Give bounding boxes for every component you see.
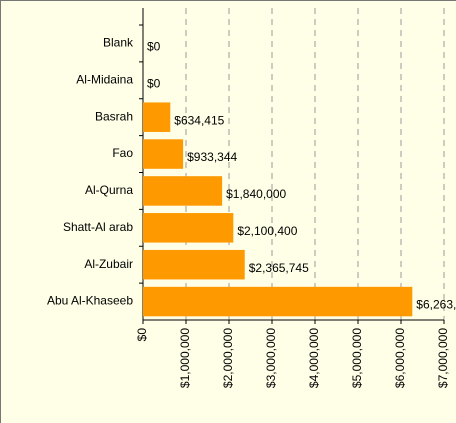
y-tick-label: Blank (103, 36, 134, 50)
x-tick-label: $5,000,000 (350, 328, 364, 388)
data-label: $0 (147, 40, 161, 54)
y-tick-label: Shatt-Al arab (63, 220, 133, 234)
bar (143, 213, 234, 243)
y-tick-label: Abu Al-Khaseeb (47, 294, 133, 308)
data-label: $933,344 (187, 150, 237, 164)
y-tick-label: Al-Zubair (84, 257, 133, 271)
x-tick-label: $3,000,000 (264, 328, 278, 388)
data-label: $2,365,745 (249, 261, 309, 275)
bar (143, 139, 184, 169)
data-label: $2,100,400 (237, 224, 297, 238)
data-label: $6,263,050 (416, 298, 456, 312)
y-tick-label: Al-Midaina (76, 72, 133, 86)
x-tick-label: $2,000,000 (221, 328, 235, 388)
y-tick-label: Fao (112, 146, 133, 160)
data-label: $1,840,000 (226, 187, 286, 201)
bar (143, 102, 171, 132)
bar (143, 286, 413, 317)
bar (143, 176, 223, 206)
x-tick-label: $1,000,000 (178, 328, 192, 388)
x-tick-label: $0 (135, 328, 149, 342)
data-label: $0 (147, 76, 161, 90)
x-tick-label: $4,000,000 (307, 328, 321, 388)
data-label: $634,415 (174, 113, 224, 127)
x-tick-label: $6,000,000 (393, 328, 407, 388)
y-tick-label: Al-Qurna (85, 183, 133, 197)
y-tick-label: Basrah (95, 109, 133, 123)
bar (143, 249, 245, 280)
x-tick-label: $7,000,000 (436, 328, 450, 388)
